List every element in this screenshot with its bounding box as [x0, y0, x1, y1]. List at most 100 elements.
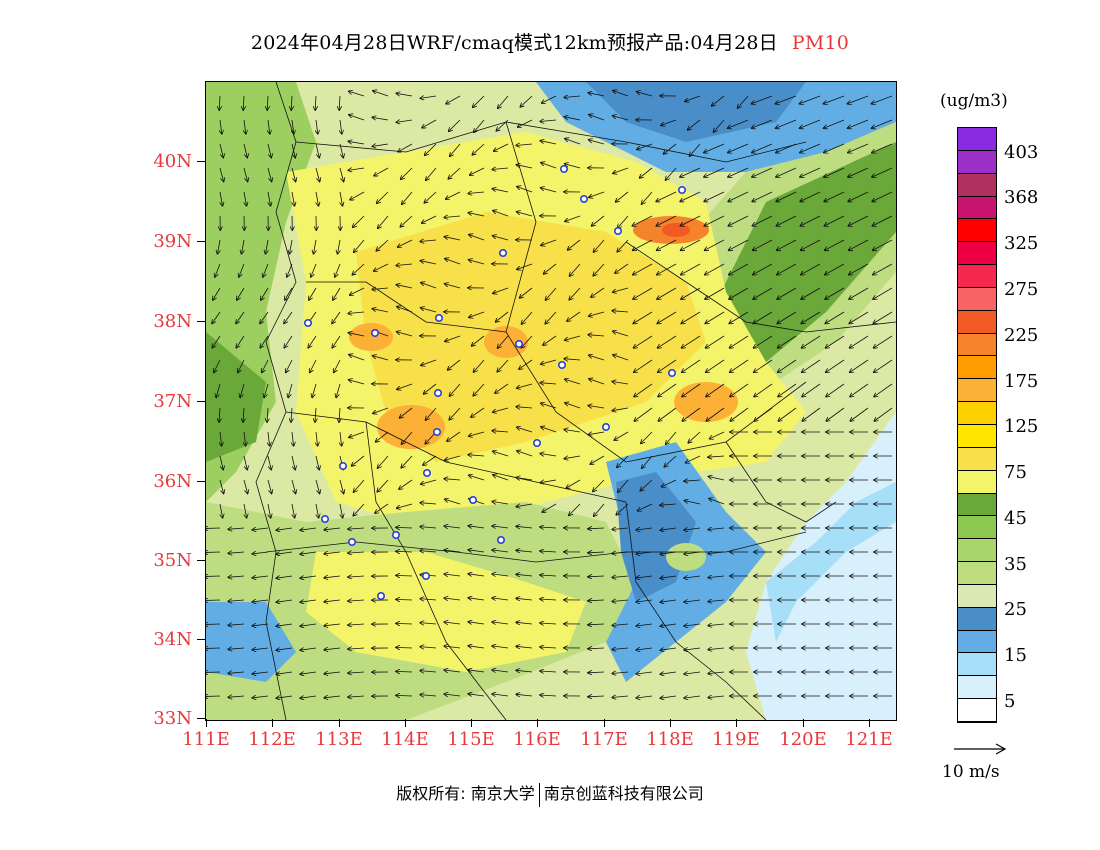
wind-vector — [616, 191, 629, 202]
wind-vector — [540, 141, 557, 145]
wind-vector — [705, 311, 725, 324]
hotspot-113e-38n — [349, 323, 393, 351]
wind-vector — [252, 528, 269, 530]
wind-vector — [220, 119, 222, 134]
lon-label-121e: 121E — [845, 729, 893, 750]
wind-vector — [276, 648, 293, 650]
reference-vector — [954, 743, 1007, 755]
wind-vector — [444, 646, 461, 648]
wind-vector — [681, 263, 701, 275]
hotspot-113e — [377, 405, 445, 449]
wind-vector — [206, 528, 221, 529]
wind-vector — [612, 382, 629, 385]
wind-vector — [421, 308, 437, 313]
wind-vector — [285, 287, 293, 300]
lon-label-117e: 117E — [580, 729, 628, 750]
wind-vector — [658, 335, 677, 348]
wind-vector — [848, 143, 869, 153]
wind-vector — [493, 236, 509, 241]
wind-vector — [612, 407, 629, 411]
wind-vector — [444, 622, 461, 624]
wind-vector — [339, 167, 344, 182]
wind-vector — [493, 407, 509, 412]
wind-vector — [824, 143, 845, 153]
wind-vector — [516, 694, 533, 696]
wind-vector — [565, 139, 581, 145]
colorbar-segment — [958, 539, 996, 563]
wind-vector — [292, 431, 294, 446]
wind-vector — [309, 287, 317, 300]
wind-vector — [228, 648, 245, 649]
wind-vector — [801, 239, 821, 250]
wind-vector — [214, 359, 221, 373]
lon-tick — [736, 719, 737, 727]
wind-vector — [690, 143, 701, 156]
lat-label-37n: 37N — [153, 391, 192, 412]
wind-vector — [398, 239, 413, 247]
wind-vector — [252, 672, 269, 674]
wind-vector — [444, 550, 461, 552]
wind-vector — [591, 287, 605, 297]
wind-vector — [656, 215, 677, 226]
wind-vector — [640, 167, 653, 178]
wind-vector — [445, 455, 461, 460]
wind-vector — [776, 191, 797, 202]
wind-vector — [873, 263, 893, 275]
wind-vector — [706, 335, 725, 348]
wind-vector — [228, 624, 245, 625]
wind-vector — [444, 574, 461, 576]
wind-vector — [377, 191, 389, 203]
wind-vector — [315, 479, 320, 494]
wind-vector — [324, 576, 341, 578]
wind-vector — [541, 239, 557, 245]
wind-vector — [300, 624, 317, 626]
wind-vector — [316, 191, 319, 206]
city-marker — [377, 591, 386, 600]
lat-label-40n: 40N — [153, 151, 192, 172]
legend-label: 325 — [1004, 233, 1039, 254]
wind-vector — [516, 478, 533, 481]
wind-vector — [802, 359, 821, 372]
wind-vector — [824, 191, 845, 202]
lat-label-33n: 33N — [153, 708, 192, 729]
wind-vector — [396, 647, 413, 648]
legend-label: 45 — [1004, 508, 1027, 529]
wind-vector — [593, 263, 605, 276]
legend-label: 15 — [1004, 645, 1027, 666]
wind-vector — [682, 383, 701, 397]
wind-vector — [402, 191, 413, 204]
wind-vector — [396, 599, 413, 600]
wind-vector — [685, 95, 701, 101]
shandong-dark-blue-region — [616, 472, 696, 602]
wind-vector — [244, 191, 247, 206]
wind-vector — [496, 119, 509, 131]
wind-vector — [517, 212, 533, 217]
wind-vector — [684, 480, 701, 481]
wind-vector — [638, 503, 653, 511]
wind-vector — [374, 263, 389, 271]
wind-vector — [348, 648, 365, 649]
wind-vector — [540, 671, 557, 672]
wind-vector — [642, 191, 653, 204]
forecast-map — [205, 81, 897, 721]
wind-vector — [420, 261, 437, 265]
wind-vector — [350, 191, 365, 200]
wind-vector — [252, 696, 269, 698]
wind-vector — [450, 143, 461, 156]
legend-label: 225 — [1004, 325, 1039, 346]
wind-vector — [825, 287, 845, 299]
wind-vector — [244, 119, 246, 134]
wind-vector — [401, 167, 413, 179]
wind-vector — [260, 335, 269, 348]
wind-vector — [497, 359, 509, 372]
wind-vector — [662, 479, 677, 487]
lon-label-114e: 114E — [381, 729, 429, 750]
wind-vector — [826, 407, 845, 421]
wind-vector — [565, 403, 581, 409]
wind-vector — [469, 260, 485, 265]
wind-vector — [348, 576, 365, 577]
wind-vector — [448, 167, 461, 179]
wind-vector — [324, 552, 341, 554]
wind-vector — [614, 431, 629, 440]
wind-vector — [300, 528, 317, 530]
